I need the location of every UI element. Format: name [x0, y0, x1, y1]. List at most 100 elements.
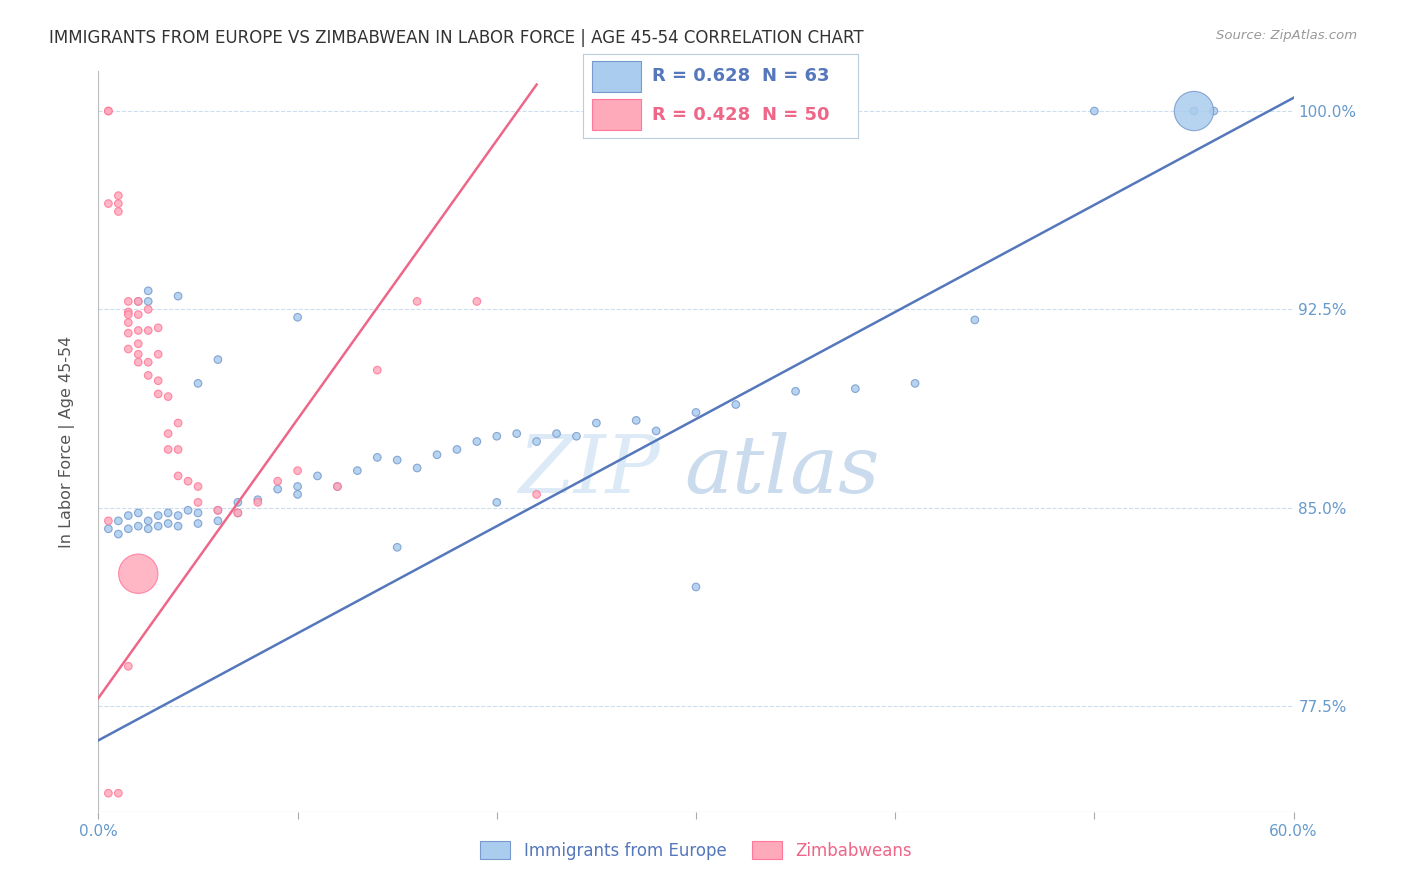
- Point: [187, 495, 209, 509]
- Bar: [592, 99, 641, 130]
- Point: [117, 342, 139, 356]
- Point: [446, 442, 468, 457]
- Point: [127, 294, 149, 309]
- Point: [526, 434, 548, 449]
- Point: [167, 442, 190, 457]
- Point: [107, 527, 129, 541]
- Point: [546, 426, 568, 441]
- Point: [117, 508, 139, 523]
- Point: [148, 519, 170, 533]
- Point: [685, 405, 707, 419]
- Point: [366, 363, 388, 377]
- Point: [187, 506, 209, 520]
- Point: [904, 376, 927, 391]
- Point: [177, 503, 200, 517]
- Point: [97, 103, 120, 118]
- Y-axis label: In Labor Force | Age 45-54: In Labor Force | Age 45-54: [59, 335, 75, 548]
- Point: [127, 308, 149, 322]
- Point: [1083, 103, 1105, 118]
- Point: [97, 103, 120, 118]
- Bar: [592, 62, 641, 92]
- Point: [226, 506, 249, 520]
- Point: [645, 424, 668, 438]
- Point: [187, 479, 209, 493]
- Text: IMMIGRANTS FROM EUROPE VS ZIMBABWEAN IN LABOR FORCE | AGE 45-54 CORRELATION CHAR: IMMIGRANTS FROM EUROPE VS ZIMBABWEAN IN …: [49, 29, 863, 47]
- Point: [426, 448, 449, 462]
- Point: [506, 426, 529, 441]
- Point: [107, 196, 129, 211]
- Point: [157, 390, 180, 404]
- Point: [117, 659, 139, 673]
- Point: [207, 503, 229, 517]
- Point: [585, 416, 607, 430]
- Point: [136, 294, 159, 309]
- Point: [287, 479, 309, 493]
- Point: [1202, 103, 1225, 118]
- Point: [136, 368, 159, 383]
- Point: [167, 519, 190, 533]
- Point: [97, 514, 120, 528]
- Point: [307, 469, 329, 483]
- Point: [127, 294, 149, 309]
- Point: [267, 482, 290, 496]
- Point: [107, 204, 129, 219]
- Point: [117, 326, 139, 340]
- Legend: Immigrants from Europe, Zimbabweans: Immigrants from Europe, Zimbabweans: [474, 835, 918, 866]
- Point: [136, 522, 159, 536]
- Text: atlas: atlas: [685, 433, 879, 510]
- Point: [207, 514, 229, 528]
- Point: [136, 355, 159, 369]
- Point: [177, 474, 200, 488]
- Point: [724, 398, 747, 412]
- Point: [97, 786, 120, 800]
- Point: [107, 514, 129, 528]
- Point: [167, 508, 190, 523]
- Point: [127, 347, 149, 361]
- Text: N = 63: N = 63: [762, 68, 830, 86]
- Point: [526, 487, 548, 501]
- Point: [136, 514, 159, 528]
- Point: [626, 413, 648, 427]
- Point: [117, 305, 139, 319]
- Point: [465, 294, 488, 309]
- Point: [207, 503, 229, 517]
- Point: [685, 580, 707, 594]
- Point: [287, 487, 309, 501]
- Point: [136, 302, 159, 317]
- Point: [385, 453, 409, 467]
- Point: [148, 387, 170, 401]
- Point: [565, 429, 588, 443]
- Point: [287, 310, 309, 325]
- Point: [346, 464, 368, 478]
- Point: [127, 519, 149, 533]
- Point: [287, 464, 309, 478]
- Point: [485, 429, 508, 443]
- Point: [385, 541, 409, 555]
- Point: [326, 479, 349, 493]
- Point: [148, 321, 170, 335]
- Point: [187, 516, 209, 531]
- Point: [207, 352, 229, 367]
- Point: [127, 324, 149, 338]
- Point: [148, 347, 170, 361]
- Point: [1182, 103, 1205, 118]
- Point: [117, 316, 139, 330]
- Point: [246, 495, 269, 509]
- Point: [167, 289, 190, 303]
- Point: [267, 474, 290, 488]
- Point: [326, 479, 349, 493]
- Text: ZIP: ZIP: [519, 433, 661, 510]
- Point: [136, 324, 159, 338]
- Point: [1182, 103, 1205, 118]
- Point: [844, 382, 866, 396]
- Point: [485, 495, 508, 509]
- Point: [117, 522, 139, 536]
- Point: [127, 506, 149, 520]
- Point: [107, 188, 129, 202]
- Point: [127, 336, 149, 351]
- Point: [127, 566, 149, 581]
- Point: [107, 786, 129, 800]
- Point: [157, 506, 180, 520]
- Text: N = 50: N = 50: [762, 105, 830, 123]
- Point: [117, 294, 139, 309]
